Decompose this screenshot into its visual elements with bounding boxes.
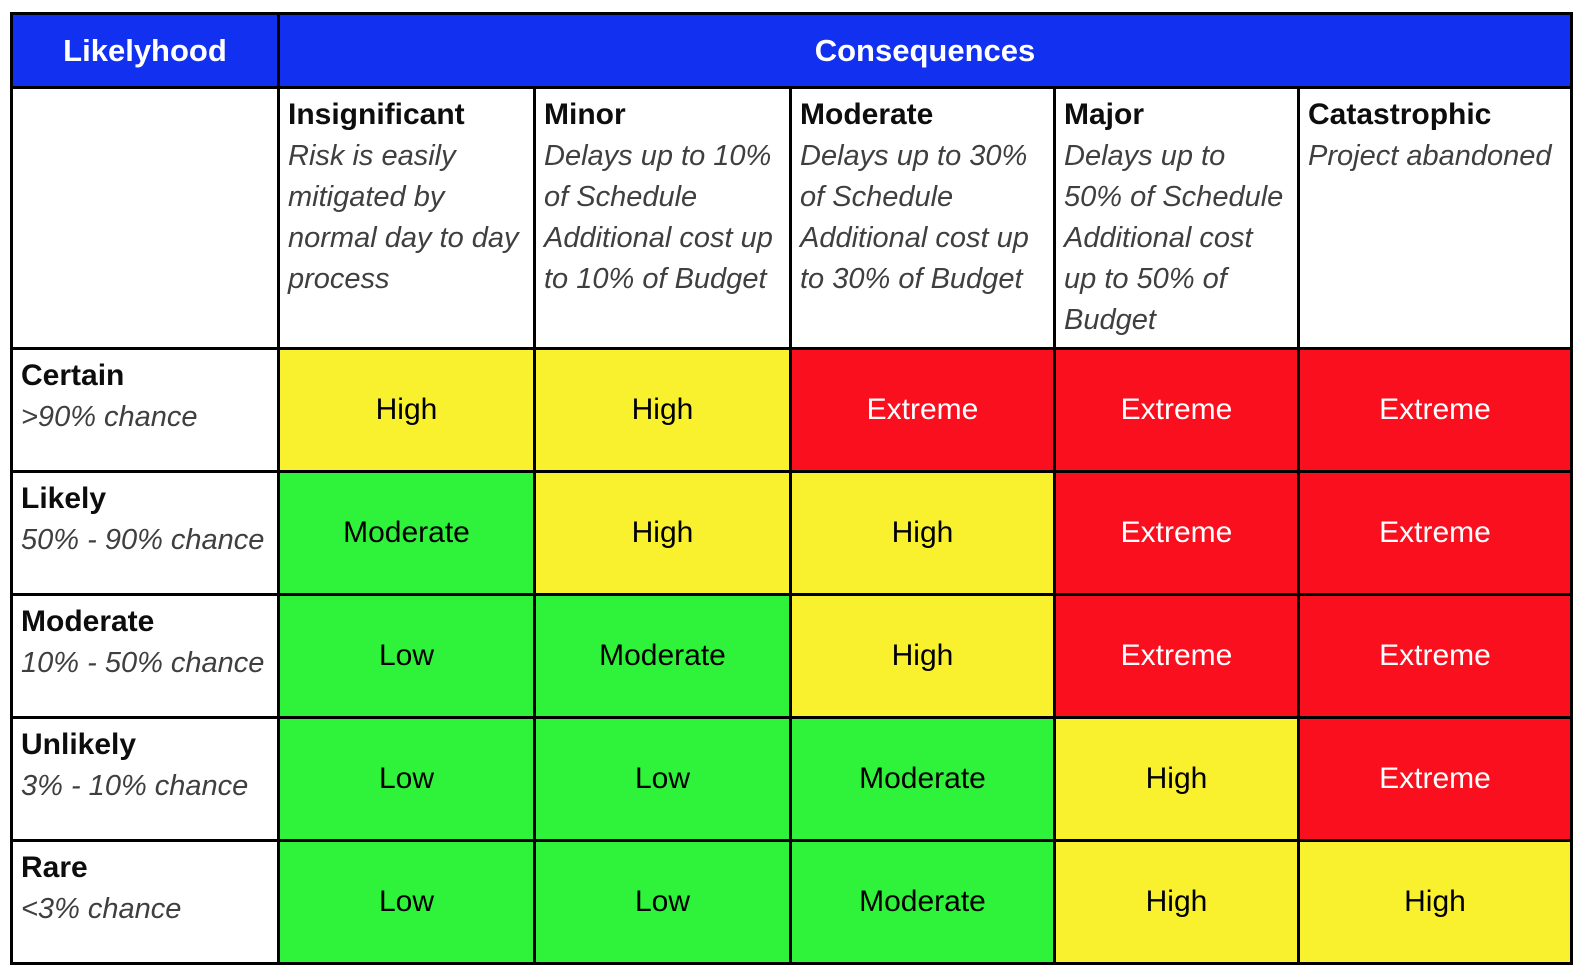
consequences-header-cell: Consequences	[277, 12, 1573, 89]
consequence-name: Insignificant	[288, 98, 465, 131]
matrix-row-likely: Likely 50% - 90% chance Moderate High Hi…	[10, 470, 1573, 597]
risk-matrix-table: Likelyhood Consequences Insignificant Ri…	[10, 12, 1573, 966]
consequence-name: Catastrophic	[1308, 98, 1492, 131]
matrix-row-moderate: Moderate 10% - 50% chance Low Moderate H…	[10, 593, 1573, 720]
likelihood-label-rare: Rare <3% chance	[10, 839, 280, 966]
consequence-description: Project abandoned	[1308, 139, 1552, 172]
risk-cell-certain-moderate: Extreme	[789, 347, 1056, 474]
consequence-header-minor: Minor Delays up to 10% of Schedule Addit…	[533, 85, 792, 351]
matrix-row-unlikely: Unlikely 3% - 10% chance Low Low Moderat…	[10, 716, 1573, 843]
likelihood-label-likely: Likely 50% - 90% chance	[10, 470, 280, 597]
risk-cell-rare-major: High	[1053, 839, 1300, 966]
risk-cell-likely-insignificant: Moderate	[277, 470, 536, 597]
risk-cell-moderate-insignificant: Low	[277, 593, 536, 720]
likelihood-label-moderate: Moderate 10% - 50% chance	[10, 593, 280, 720]
likelihood-spacer-cell	[10, 85, 280, 351]
consequence-name: Moderate	[800, 98, 934, 131]
likelihood-name: Rare	[21, 851, 88, 885]
consequence-name: Major	[1064, 98, 1145, 131]
risk-cell-rare-insignificant: Low	[277, 839, 536, 966]
risk-cell-certain-minor: High	[533, 347, 792, 474]
risk-cell-moderate-minor: Moderate	[533, 593, 792, 720]
likelihood-description: 50% - 90% chance	[21, 523, 265, 556]
likelihood-label-unlikely: Unlikely 3% - 10% chance	[10, 716, 280, 843]
risk-cell-moderate-major: Extreme	[1053, 593, 1300, 720]
likelihood-label-certain: Certain >90% chance	[10, 347, 280, 474]
matrix-row-certain: Certain >90% chance High High Extreme Ex…	[10, 347, 1573, 474]
risk-cell-moderate-moderate: High	[789, 593, 1056, 720]
likelihood-name: Certain	[21, 359, 125, 393]
consequence-description: Delays up to 10% of Schedule Additional …	[544, 139, 773, 296]
risk-cell-unlikely-minor: Low	[533, 716, 792, 843]
risk-cell-likely-moderate: High	[789, 470, 1056, 597]
consequence-header-moderate: Moderate Delays up to 30% of Schedule Ad…	[789, 85, 1056, 351]
risk-cell-certain-catastrophic: Extreme	[1297, 347, 1573, 474]
consequence-description: Risk is easily mitigated by normal day t…	[288, 139, 519, 296]
likelihood-header-cell: Likelyhood	[10, 12, 280, 89]
risk-cell-likely-catastrophic: Extreme	[1297, 470, 1573, 597]
likelihood-description: 3% - 10% chance	[21, 769, 249, 802]
consequence-header-insignificant: Insignificant Risk is easily mitigated b…	[277, 85, 536, 351]
likelihood-description: <3% chance	[21, 892, 182, 925]
likelihood-description: 10% - 50% chance	[21, 646, 265, 679]
risk-cell-certain-insignificant: High	[277, 347, 536, 474]
risk-cell-moderate-catastrophic: Extreme	[1297, 593, 1573, 720]
risk-cell-rare-catastrophic: High	[1297, 839, 1573, 966]
risk-cell-certain-major: Extreme	[1053, 347, 1300, 474]
risk-cell-unlikely-major: High	[1053, 716, 1300, 843]
consequence-description: Delays up to 30% of Schedule Additional …	[800, 139, 1029, 296]
risk-cell-unlikely-insignificant: Low	[277, 716, 536, 843]
risk-cell-likely-minor: High	[533, 470, 792, 597]
risk-cell-likely-major: Extreme	[1053, 470, 1300, 597]
consequence-name: Minor	[544, 98, 626, 131]
risk-cell-unlikely-catastrophic: Extreme	[1297, 716, 1573, 843]
likelihood-name: Unlikely	[21, 728, 137, 762]
consequence-header-major: Major Delays up to 50% of Schedule Addit…	[1053, 85, 1300, 351]
risk-cell-unlikely-moderate: Moderate	[789, 716, 1056, 843]
consequence-description: Delays up to 50% of Schedule Additional …	[1064, 139, 1284, 337]
risk-cell-rare-minor: Low	[533, 839, 792, 966]
header-row: Likelyhood Consequences	[10, 12, 1573, 89]
consequence-header-catastrophic: Catastrophic Project abandoned	[1297, 85, 1573, 351]
likelihood-name: Likely	[21, 482, 107, 516]
likelihood-name: Moderate	[21, 605, 155, 639]
risk-cell-rare-moderate: Moderate	[789, 839, 1056, 966]
likelihood-description: >90% chance	[21, 400, 198, 433]
matrix-row-rare: Rare <3% chance Low Low Moderate High Hi…	[10, 839, 1573, 966]
consequence-descriptor-row: Insignificant Risk is easily mitigated b…	[10, 85, 1573, 351]
